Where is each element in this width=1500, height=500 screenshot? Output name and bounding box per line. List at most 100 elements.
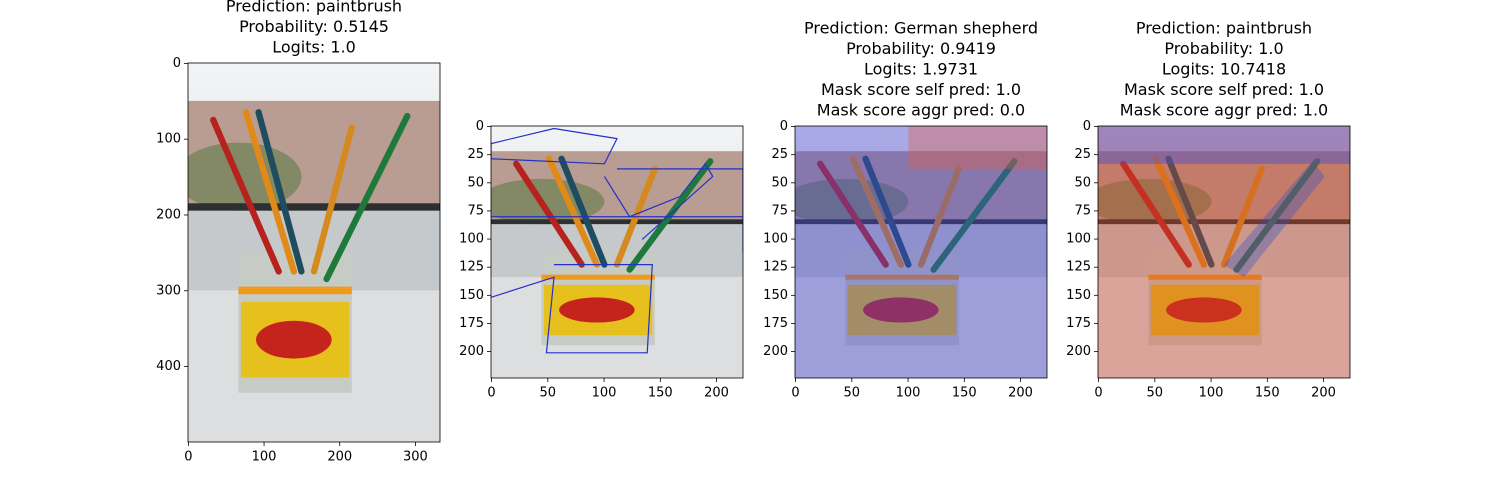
y-tick-label: 125	[459, 260, 484, 275]
jar-band	[238, 286, 352, 295]
y-tick-label: 125	[1066, 260, 1091, 275]
x-tick-label: 50	[540, 386, 557, 401]
x-tick-label: 0	[1094, 386, 1102, 401]
y-tick-label: 75	[1074, 203, 1091, 218]
y-tick-label: 75	[467, 203, 484, 218]
mask-overlay	[1098, 126, 1350, 378]
y-tick-label: 100	[156, 132, 181, 147]
y-tick-label: 100	[1066, 232, 1091, 247]
brush	[862, 155, 912, 268]
brush	[626, 158, 714, 273]
y-tick-label: 0	[173, 56, 181, 71]
y-tick-label: 50	[771, 175, 788, 190]
x-tick-label: 150	[952, 386, 977, 401]
y-tick-label: 150	[459, 288, 484, 303]
jar-band	[1148, 274, 1262, 280]
x-tick-label: 100	[1199, 386, 1224, 401]
mask-overlay	[795, 126, 1047, 378]
y-tick-label: 0	[1083, 119, 1091, 134]
brush	[1120, 160, 1192, 268]
x-tick-label: 100	[592, 386, 617, 401]
brush	[1220, 165, 1265, 268]
panel-title: Mask score self pred: 1.0	[1124, 80, 1324, 99]
y-tick-label: 200	[156, 207, 181, 222]
window-frame	[795, 219, 1047, 225]
axes-frame	[490, 125, 744, 379]
brush	[917, 165, 962, 268]
y-tick-label: 400	[156, 359, 181, 374]
x-tick-label: 50	[844, 386, 861, 401]
y-tick-label: 175	[763, 316, 788, 331]
y-tick-label: 100	[763, 232, 788, 247]
panel-title: Probability: 0.5145	[239, 17, 389, 36]
y-tick-label: 200	[459, 344, 484, 359]
panel-title: Logits: 1.9731	[864, 60, 978, 79]
y-tick-label: 150	[1066, 288, 1091, 303]
brush	[1152, 155, 1207, 268]
brush	[1233, 158, 1321, 273]
brush	[310, 124, 355, 275]
panel-title: Probability: 1.0	[1164, 39, 1283, 58]
y-tick-label: 125	[763, 260, 788, 275]
image	[188, 63, 440, 442]
label-oval	[559, 297, 635, 323]
y-tick-label: 150	[763, 288, 788, 303]
axes-frame	[187, 62, 441, 443]
x-tick-label: 300	[403, 450, 428, 465]
mask-overlay	[1098, 126, 1350, 164]
panel: 0 100 200 300 0 100 200 300 400 Prediction: paint…	[156, 0, 441, 465]
jar-band	[541, 274, 655, 280]
x-tick-label: 150	[648, 386, 673, 401]
label-oval	[863, 297, 939, 323]
brush	[210, 116, 282, 275]
image	[491, 126, 743, 378]
window-frame	[1098, 219, 1350, 225]
mask-contour	[491, 127, 743, 354]
x-tick-label: 200	[1311, 386, 1336, 401]
x-tick-label: 100	[896, 386, 921, 401]
panel-title: Logits: 1.0	[272, 38, 356, 57]
y-tick-label: 200	[763, 344, 788, 359]
y-tick-label: 300	[156, 283, 181, 298]
y-tick-label: 100	[459, 232, 484, 247]
x-tick-label: 200	[1008, 386, 1033, 401]
panel-title: Prediction: German shepherd	[804, 19, 1038, 38]
brush	[817, 160, 889, 268]
x-tick-label: 200	[704, 386, 729, 401]
panel-title: Mask score aggr pred: 0.0	[817, 101, 1025, 120]
image	[795, 126, 1047, 378]
brush	[1165, 155, 1215, 268]
x-tick-label: 0	[487, 386, 495, 401]
x-tick-label: 100	[252, 450, 277, 465]
brush	[323, 112, 411, 283]
y-tick-label: 50	[467, 175, 484, 190]
window-frame	[491, 219, 743, 225]
x-tick-label: 0	[791, 386, 799, 401]
x-tick-label: 150	[1255, 386, 1280, 401]
x-tick-label: 200	[327, 450, 352, 465]
y-tick-label: 25	[1074, 147, 1091, 162]
brush	[545, 155, 600, 268]
y-tick-label: 0	[780, 119, 788, 134]
panel-title: Prediction: paintbrush	[1136, 19, 1312, 38]
y-tick-label: 175	[1066, 316, 1091, 331]
brush	[242, 109, 297, 275]
axes-frame	[1097, 125, 1351, 379]
image	[1098, 126, 1350, 378]
y-tick-label: 0	[476, 119, 484, 134]
brush	[930, 158, 1018, 273]
jar-band	[845, 274, 959, 280]
y-tick-label: 200	[1066, 344, 1091, 359]
panel-title: Mask score self pred: 1.0	[821, 80, 1021, 99]
window-frame	[188, 203, 440, 211]
y-tick-label: 25	[771, 147, 788, 162]
panel: 0 50 100 150 200 0 25 50 75 100 125 150 175 200 Predic…	[1066, 19, 1351, 401]
brush	[558, 155, 608, 268]
brush	[255, 109, 305, 275]
axes-frame	[794, 125, 1048, 379]
y-tick-label: 175	[459, 316, 484, 331]
panel-title: Logits: 10.7418	[1162, 60, 1286, 79]
brush	[849, 155, 904, 268]
y-tick-label: 75	[771, 203, 788, 218]
